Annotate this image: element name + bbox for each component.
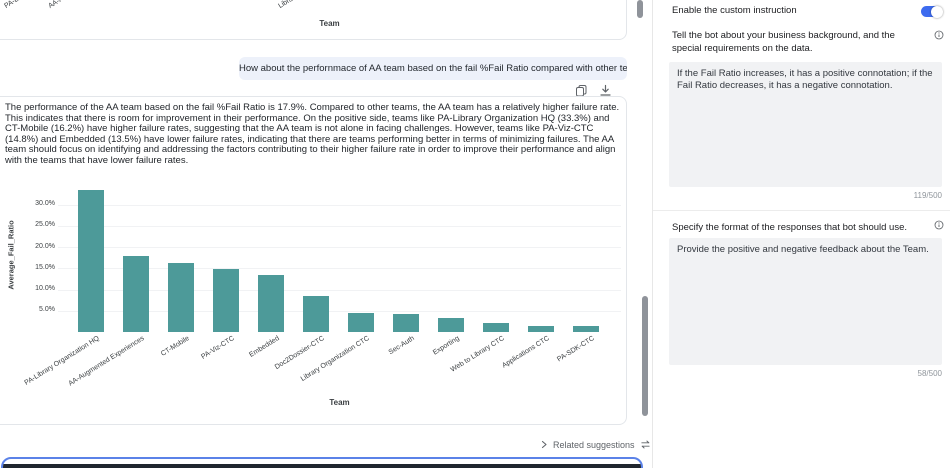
business-background-label: Tell the bot about your business backgro… xyxy=(672,30,895,54)
refresh-suggestions-icon[interactable] xyxy=(640,439,651,450)
panel-divider xyxy=(652,0,653,468)
bar-aa-augmented-experiences[interactable] xyxy=(123,255,149,332)
toggle-knob xyxy=(931,5,943,18)
info-icon[interactable] xyxy=(934,30,944,40)
custom-instruction-sidebar: Enable the custom instruction Tell the b… xyxy=(653,0,950,468)
chat-input-cut-edge xyxy=(3,464,641,468)
bar-pa-sdk-ctc[interactable] xyxy=(573,326,599,332)
response-format-label: Specify the format of the responses that… xyxy=(672,222,907,233)
x-tick-label: Embedded xyxy=(248,335,281,359)
info-icon[interactable] xyxy=(934,220,944,230)
gridline xyxy=(58,268,621,270)
gridline xyxy=(58,247,621,248)
bar-exporting[interactable] xyxy=(438,318,464,332)
x-tick-label: Applications CTC xyxy=(501,335,551,370)
bar-pa-library-organization-hq[interactable] xyxy=(78,190,104,332)
x-tick-label: PA-Library Organization HQ xyxy=(23,335,101,387)
y-tick-label: 25.0% xyxy=(35,221,55,229)
chart-x-axis-title: Team xyxy=(329,398,350,407)
bar-library-organization-ctc[interactable] xyxy=(348,312,374,332)
x-tick-label: AA-Augmented Experiences xyxy=(67,335,146,388)
gridline xyxy=(58,310,621,312)
x-tick-label: Exporting xyxy=(431,335,461,357)
previous-x-tick-label: Library Organization CTC xyxy=(277,0,348,10)
bot-response-card: The performance of the AA team based on … xyxy=(0,96,627,425)
bar-applications-ctc[interactable] xyxy=(528,325,554,332)
bar-pa-viz-ctc[interactable] xyxy=(213,269,239,332)
x-tick-label: CT-Mobile xyxy=(159,335,191,358)
user-message-bubble: How about the perfornmace of AA team bas… xyxy=(239,57,627,80)
y-tick-label: 10.0% xyxy=(35,285,55,292)
related-suggestions[interactable]: Related suggestions xyxy=(540,439,651,450)
related-suggestions-label: Related suggestions xyxy=(553,439,635,450)
previous-chart-xlabel: Team xyxy=(319,19,340,28)
y-tick-label: 20.0% xyxy=(35,242,55,250)
previous-x-tick-label: AA-Augmented Experiences xyxy=(47,0,125,10)
gridline xyxy=(58,289,621,291)
gridline xyxy=(58,225,621,227)
bar-ct-mobile[interactable] xyxy=(168,263,194,332)
chevron-right-icon xyxy=(541,440,547,449)
bot-response-text: The performance of the AA team based on … xyxy=(5,102,620,166)
bar-sec-auth[interactable] xyxy=(393,313,419,332)
y-tick-label: 15.0% xyxy=(35,263,55,271)
sidebar-divider xyxy=(653,210,950,211)
chat-scrollbar-thumb[interactable] xyxy=(642,296,648,416)
background-char-counter: 119/500 xyxy=(913,191,942,200)
chat-input[interactable] xyxy=(1,457,643,468)
x-tick-label: PA-SDK-CTC xyxy=(556,335,596,364)
y-tick-label: 5.0% xyxy=(39,306,55,314)
page-scrollbar-thumb[interactable] xyxy=(637,0,643,18)
custom-instruction-toggle[interactable] xyxy=(921,5,943,18)
bar-web-to-library-ctc[interactable] xyxy=(483,322,509,332)
x-tick-label: PA-Viz-CTC xyxy=(200,335,236,361)
y-tick-label: 30.0% xyxy=(35,200,55,207)
enable-custom-instruction-label: Enable the custom instruction xyxy=(672,5,797,16)
plot-area xyxy=(58,179,621,332)
business-background-textarea[interactable]: If the Fail Ratio increases, it has a po… xyxy=(669,62,942,187)
bar-embedded[interactable] xyxy=(258,274,284,332)
x-tick-label: Sec-Auth xyxy=(387,335,416,357)
download-icon[interactable] xyxy=(599,84,612,97)
bar-doc2dossier-ctc[interactable] xyxy=(303,296,329,332)
format-char-counter: 58/500 xyxy=(917,369,942,378)
fail-ratio-bar-chart: Average_Fail_Ratio Team 30.0% 25.0% 20.0% 1… xyxy=(1,171,631,419)
previous-x-tick-label: PA-Library Organization HQ xyxy=(3,0,80,10)
gridline xyxy=(58,204,621,206)
response-format-textarea[interactable]: Provide the positive and negative feedba… xyxy=(669,238,942,365)
